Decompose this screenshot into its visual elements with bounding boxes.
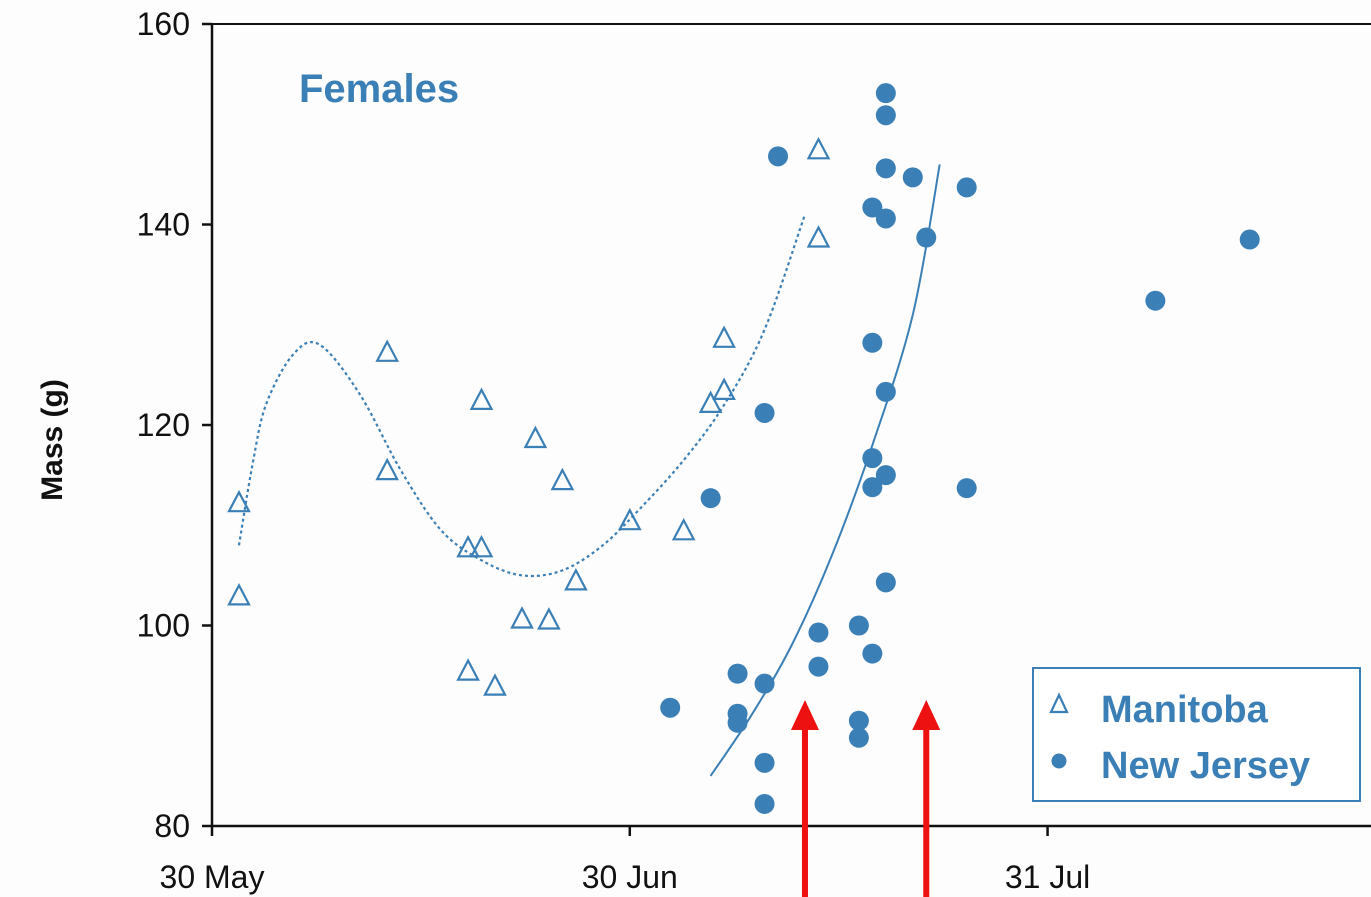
red-arrow-1 (790, 700, 819, 897)
red-arrow-2 (912, 700, 941, 897)
x-tick-label: 30 Jun (582, 859, 678, 895)
manitoba-point (456, 658, 480, 681)
manitoba-point (617, 507, 642, 531)
new-jersey-point (875, 158, 896, 179)
manitoba-point (510, 606, 534, 629)
new-jersey-point (754, 673, 775, 694)
new-jersey-point (862, 197, 883, 218)
new-jersey-point (902, 167, 923, 188)
y-tick-label: 80 (154, 808, 190, 844)
new-jersey-point (754, 752, 775, 773)
manitoba-point (712, 325, 736, 348)
new-jersey-point (875, 572, 896, 593)
manitoba-point (671, 517, 696, 541)
x-tick-label: 30 May (160, 859, 265, 895)
new-jersey-point (875, 381, 896, 402)
new-jersey-point (754, 793, 775, 814)
manitoba-point (469, 534, 494, 558)
manitoba-point (469, 387, 494, 410)
new-jersey-point (862, 643, 883, 664)
manitoba-point (806, 136, 831, 160)
new-jersey-point (956, 478, 977, 499)
red-arrow-head (912, 700, 941, 730)
manitoba-point (375, 457, 400, 481)
legend-label-manitoba: Manitoba (1101, 689, 1269, 731)
new-jersey-point (875, 83, 896, 104)
manitoba-point (806, 225, 831, 248)
manitoba-point (375, 339, 400, 362)
new-jersey-point (956, 177, 977, 198)
new-jersey-point (848, 727, 869, 748)
red-arrow-head (790, 700, 819, 730)
y-tick-label: 100 (137, 608, 190, 644)
manitoba-trend-line (237, 214, 807, 578)
y-axis-title: Mass (g) (36, 379, 69, 501)
plot-area: 80 100 120 140 160 30 May 30 Jun 31 Jul (137, 6, 1371, 897)
manitoba-point (227, 489, 251, 513)
new-jersey-point (727, 663, 748, 684)
y-tick-label: 120 (137, 407, 190, 443)
new-jersey-point (700, 488, 721, 509)
new-jersey-point (848, 615, 869, 636)
new-jersey-point (862, 332, 883, 353)
manitoba-point (523, 425, 548, 449)
new-jersey-point (848, 710, 869, 731)
manitoba-point (537, 607, 561, 630)
manitoba-point (712, 377, 736, 400)
new-jersey-point (875, 465, 896, 486)
y-tick-label: 140 (137, 207, 190, 243)
legend-circle-icon (1051, 753, 1067, 769)
new-jersey-point (660, 697, 681, 718)
new-jersey-point (916, 227, 937, 248)
legend-box (1032, 667, 1361, 802)
new-jersey-point (808, 656, 829, 677)
chart-title: Females (299, 67, 459, 111)
manitoba-point (550, 467, 575, 491)
legend-triangle-icon (1049, 692, 1069, 714)
new-jersey-point (862, 448, 883, 469)
new-jersey-point (727, 712, 748, 733)
y-tick-label: 160 (137, 6, 190, 42)
new-jersey-point (754, 402, 775, 423)
legend-label-new-jersey: New Jersey (1101, 745, 1310, 787)
new-jersey-point (875, 208, 896, 229)
new-jersey-trend-line (709, 164, 941, 777)
new-jersey-point (875, 105, 896, 126)
manitoba-point (698, 390, 723, 413)
x-tick-label: 31 Jul (1005, 859, 1090, 895)
new-jersey-point (1145, 290, 1166, 311)
new-jersey-point (1239, 229, 1260, 250)
new-jersey-point (808, 622, 829, 643)
legend: Manitoba New Jersey (1032, 667, 1361, 802)
manitoba-point (483, 673, 507, 696)
new-jersey-point (862, 477, 883, 498)
manitoba-point (227, 583, 251, 606)
manitoba-point (456, 534, 480, 558)
new-jersey-point (768, 146, 789, 167)
manitoba-point (564, 568, 588, 591)
